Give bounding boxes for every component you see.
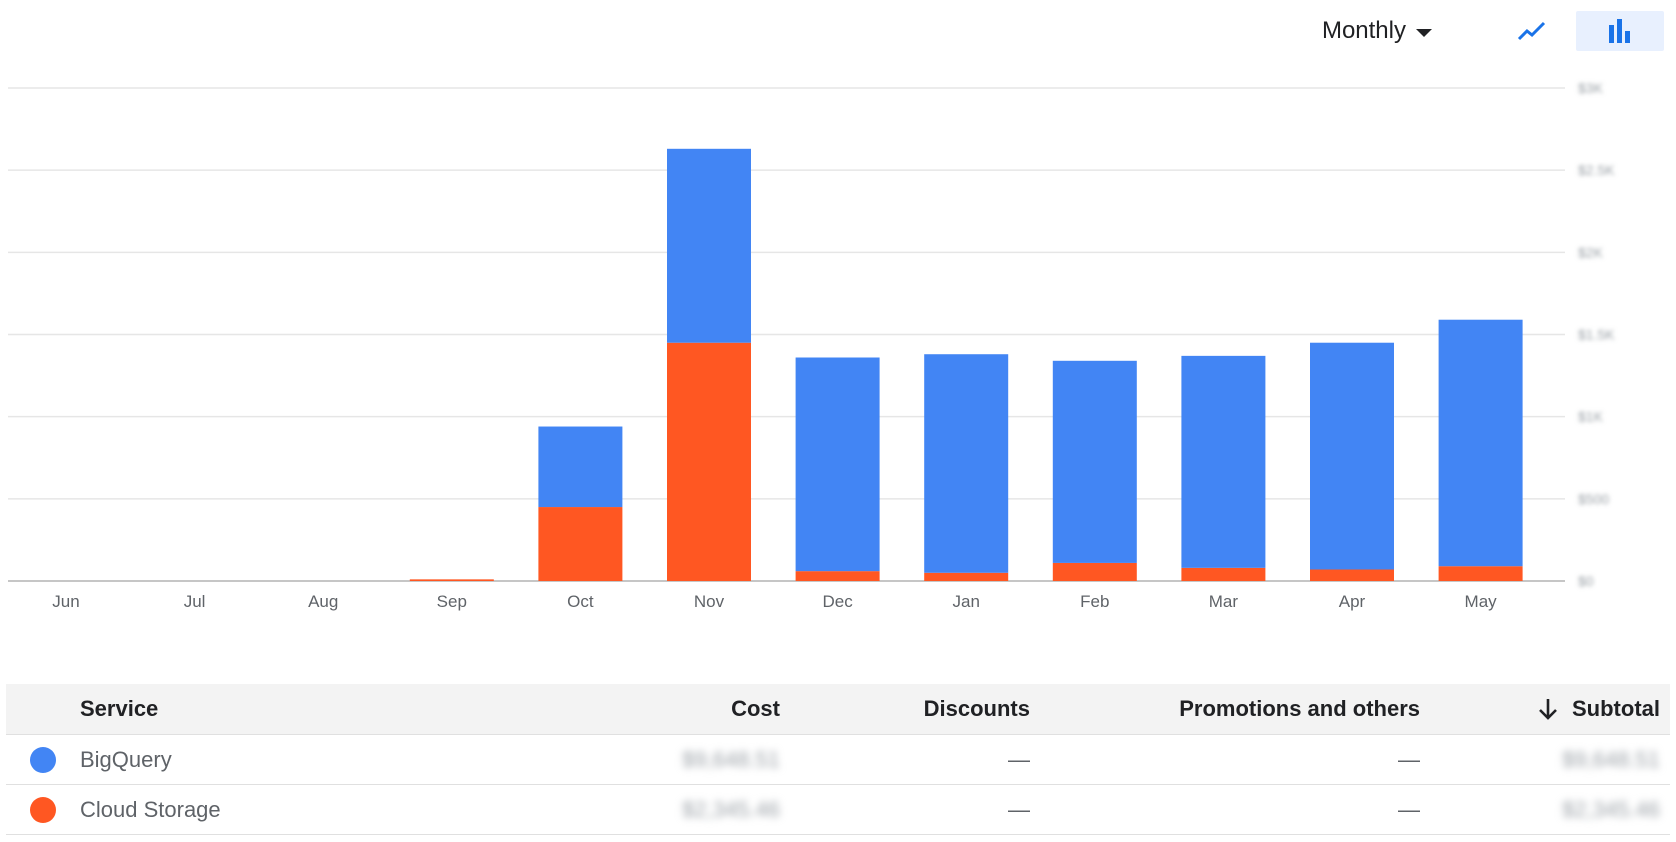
y-tick-label: $1K — [1578, 409, 1604, 425]
period-dropdown[interactable]: Monthly — [1322, 17, 1432, 45]
y-tick-label: $500 — [1578, 491, 1609, 507]
bar-chart-icon — [1609, 19, 1630, 43]
y-tick-label: $3K — [1578, 80, 1604, 96]
discounts-value: — — [1008, 796, 1030, 822]
series-color-dot — [30, 746, 56, 773]
chart-grid — [8, 87, 1565, 582]
period-dropdown-label: Monthly — [1321, 17, 1406, 44]
x-tick-label: Apr — [1339, 592, 1366, 611]
y-tick-label: $0 — [1578, 573, 1594, 589]
subtotal-value: $9,648.51 — [1562, 746, 1660, 772]
bar-segment-cloud-storage[interactable] — [1181, 567, 1266, 581]
x-tick-label: Jan — [952, 592, 979, 611]
x-tick-label: Jul — [184, 592, 206, 611]
header-service[interactable]: Service — [80, 696, 159, 721]
chart-toolbar: Monthly — [1322, 8, 1664, 54]
bar-segment-bigquery[interactable] — [1181, 355, 1266, 568]
cost-value: $2,345.46 — [682, 796, 780, 822]
header-subtotal[interactable]: Subtotal — [1420, 696, 1660, 722]
x-tick-label: Mar — [1209, 592, 1239, 611]
x-tick-label: Aug — [308, 592, 338, 611]
y-axis-labels: $0 $500 $1K $1.5K $2K $2.5K $3K — [1578, 80, 1615, 589]
table-row[interactable]: BigQuery $9,648.51 — — $9,648.51 — [6, 735, 1670, 785]
subtotal-value: $2,345.46 — [1562, 796, 1660, 822]
x-tick-label: Jun — [52, 592, 79, 611]
y-tick-label: $2.5K — [1578, 162, 1615, 178]
x-axis-labels: Jun Jul Aug Sep Oct Nov Dec Jan Feb Mar Apr May — [52, 592, 1497, 611]
header-discounts[interactable]: Discounts — [923, 696, 1030, 721]
bar-segment-bigquery[interactable] — [924, 354, 1009, 573]
table-header: Service Cost Discounts Promotions and ot… — [6, 684, 1670, 735]
x-tick-label: May — [1465, 592, 1498, 611]
bar-segment-cloud-storage[interactable] — [538, 507, 623, 581]
header-cost[interactable]: Cost — [731, 696, 780, 721]
bar-segment-cloud-storage[interactable] — [795, 571, 880, 581]
line-view-button[interactable] — [1488, 11, 1576, 51]
bar-segment-cloud-storage[interactable] — [667, 342, 751, 581]
bar-segment-cloud-storage[interactable] — [1052, 562, 1137, 581]
cost-value: $9,648.51 — [682, 746, 780, 772]
line-chart-icon — [1517, 21, 1546, 41]
service-name: BigQuery — [80, 746, 172, 772]
x-tick-label: Sep — [437, 592, 467, 611]
y-tick-label: $2K — [1578, 244, 1604, 260]
series-color-dot — [30, 796, 56, 823]
promotions-value: — — [1398, 796, 1420, 822]
bar-segment-bigquery[interactable] — [538, 426, 623, 508]
header-promotions[interactable]: Promotions and others — [1179, 696, 1420, 721]
bar-segment-cloud-storage[interactable] — [409, 579, 494, 581]
caret-down-icon — [1416, 28, 1432, 37]
discounts-value: — — [1008, 746, 1030, 772]
y-tick-label: $1.5K — [1578, 327, 1615, 343]
cost-chart: Jun Jul Aug Sep Oct Nov Dec Jan Feb Mar Apr May $0$… — [8, 80, 1615, 611]
bar-segment-cloud-storage[interactable] — [1438, 566, 1523, 581]
x-tick-label: Feb — [1080, 592, 1109, 611]
bar-segment-bigquery[interactable] — [1438, 319, 1523, 567]
bar-segment-cloud-storage[interactable] — [1310, 569, 1394, 581]
bar-segment-bigquery[interactable] — [795, 357, 880, 572]
bar-segment-bigquery[interactable] — [667, 148, 751, 343]
promotions-value: — — [1398, 746, 1420, 772]
header-subtotal-label: Subtotal — [1572, 696, 1660, 721]
bar-segment-bigquery[interactable] — [1310, 342, 1394, 570]
cost-table: Service Cost Discounts Promotions and ot… — [6, 684, 1670, 835]
x-tick-label: Oct — [567, 592, 594, 611]
x-tick-label: Nov — [694, 592, 725, 611]
arrow-down-icon — [1539, 699, 1557, 720]
bar-view-button[interactable] — [1576, 11, 1664, 51]
bar-segment-cloud-storage[interactable] — [924, 572, 1009, 581]
x-tick-label: Dec — [822, 592, 853, 611]
bar-segment-bigquery[interactable] — [1052, 360, 1137, 563]
service-name: Cloud Storage — [80, 796, 221, 822]
chart-bars — [409, 148, 1523, 581]
table-row[interactable]: Cloud Storage $2,345.46 — — $2,345.46 — [6, 785, 1670, 835]
